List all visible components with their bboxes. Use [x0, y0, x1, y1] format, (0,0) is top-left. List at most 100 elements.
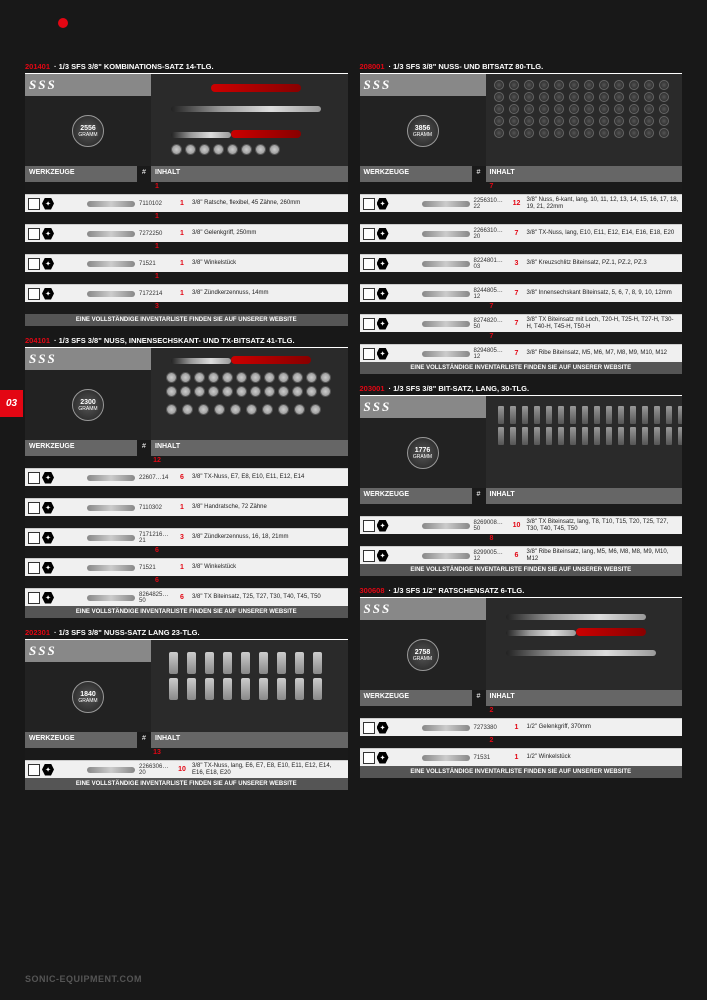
tool-silhouette — [87, 261, 135, 267]
item-row: ✦8274820…5073/8" TX Biteinsatz mit Loch,… — [360, 314, 683, 332]
tool-silhouette — [87, 767, 135, 773]
tool-icon — [28, 764, 40, 776]
inventory-note: EINE VOLLSTÄNDIGE INVENTARLISTE FINDEN S… — [25, 778, 348, 790]
item-row: ✦711010213/8" Ratsche, flexibel, 45 Zähn… — [25, 194, 348, 212]
item-article: 7110102 — [137, 195, 175, 212]
item-row: ✦2266310…2073/8" TX-Nuss, lang, E10, E11… — [360, 224, 683, 242]
header-hash: # — [472, 488, 486, 504]
tool-silhouette — [422, 351, 470, 357]
sss-badge: SSS — [360, 598, 486, 620]
item-icons: ✦ — [25, 225, 85, 242]
item-desc: 3/8" TX-Nuss, lang, E10, E11, E12, E14, … — [524, 225, 683, 242]
header-content: INHALT — [486, 488, 683, 504]
item-qty: 1 — [510, 749, 524, 766]
product-block: 203001 · 1/3 SFS 3/8" BIT-SATZ, LANG, 30… — [360, 382, 683, 576]
item-row: ✦8299005…1263/8" Ribe Biteinsatz, lang, … — [360, 546, 683, 564]
hex-icon: ✦ — [377, 288, 389, 300]
table-header: WERKZEUGE#INHALT — [360, 690, 683, 706]
item-article: 71521 — [137, 559, 175, 576]
item-article: 8274820…50 — [472, 315, 510, 332]
count-row: 6 — [25, 546, 348, 558]
sss-badge: SSS — [360, 396, 486, 418]
count-row: 1 — [25, 182, 348, 194]
product-block: 300608 · 1/3 SFS 1/2" RATSCHENSATZ 6-TLG… — [360, 584, 683, 778]
table-header: WERKZEUGE#INHALT — [360, 488, 683, 504]
hex-icon: ✦ — [377, 752, 389, 764]
tool-icon — [28, 228, 40, 240]
item-row: ✦8294805…1273/8" Ribe Biteinsatz, M5, M6… — [360, 344, 683, 362]
item-icons: ✦ — [360, 719, 420, 736]
tool-silhouette — [87, 535, 135, 541]
header-content: INHALT — [151, 166, 348, 182]
weight-unit: GRAMM — [413, 132, 432, 138]
weight-badge: 1840GRAMM — [72, 681, 104, 713]
product-title-row: 202301 · 1/3 SFS 3/8" NUSS-SATZ LANG 23-… — [25, 626, 348, 640]
item-qty: 1 — [510, 719, 524, 736]
item-icons: ✦ — [25, 589, 85, 606]
count-value: 7 — [486, 182, 498, 194]
product-photo — [151, 74, 348, 166]
header-hash: # — [137, 732, 151, 748]
header-hash: # — [472, 166, 486, 182]
header-hash: # — [137, 440, 151, 456]
count-row: 1 — [25, 212, 348, 224]
count-value — [486, 272, 498, 284]
tool-icon — [363, 722, 375, 734]
item-desc: 3/8" Zündkerzennuss, 16, 18, 21mm — [189, 529, 348, 546]
weight-unit: GRAMM — [78, 698, 97, 704]
count-value: 1 — [151, 182, 163, 194]
count-row: 3 — [25, 302, 348, 314]
item-qty: 6 — [175, 469, 189, 486]
tool-icon — [363, 258, 375, 270]
item-desc: 1/2" Gelenkgriff, 370mm — [524, 719, 683, 736]
table-header: WERKZEUGE#INHALT — [25, 732, 348, 748]
product-title: · 1/3 SFS 3/8" NUSS-SATZ LANG 23-TLG. — [54, 628, 200, 637]
weight-value: 2300 — [80, 399, 96, 406]
item-desc: 3/8" Winkelstück — [189, 559, 348, 576]
count-row: 7 — [360, 302, 683, 314]
weight-value: 2556 — [80, 125, 96, 132]
tool-icon — [363, 228, 375, 240]
tool-silhouette — [87, 565, 135, 571]
sss-badge: SSS — [25, 74, 151, 96]
header-tools: WERKZEUGE — [25, 440, 137, 456]
count-row: 1 — [25, 242, 348, 254]
count-row — [360, 272, 683, 284]
product-block: 208001 · 1/3 SFS 3/8" NUSS- UND BITSATZ … — [360, 60, 683, 374]
tool-silhouette — [87, 291, 135, 297]
tool-icon — [363, 752, 375, 764]
weight-badge: 2758GRAMM — [407, 639, 439, 671]
item-article: 8269008…50 — [472, 517, 510, 534]
count-value: 6 — [151, 546, 163, 558]
item-icons: ✦ — [25, 469, 85, 486]
tool-icon — [363, 520, 375, 532]
tool-icon — [28, 198, 40, 210]
item-qty: 7 — [510, 315, 524, 332]
count-row — [360, 212, 683, 224]
sss-badge: SSS — [25, 640, 151, 662]
item-icons: ✦ — [25, 195, 85, 212]
header-content: INHALT — [151, 732, 348, 748]
weight-value: 1840 — [80, 691, 96, 698]
hex-icon: ✦ — [377, 722, 389, 734]
count-value: 7 — [486, 332, 498, 344]
item-icons: ✦ — [25, 559, 85, 576]
item-icons: ✦ — [25, 761, 85, 778]
hex-icon: ✦ — [377, 520, 389, 532]
count-value: 2 — [486, 706, 498, 718]
header-tools: WERKZEUGE — [360, 488, 472, 504]
tool-icon — [28, 288, 40, 300]
inventory-note: EINE VOLLSTÄNDIGE INVENTARLISTE FINDEN S… — [360, 362, 683, 374]
item-icons: ✦ — [360, 517, 420, 534]
page-number-tab: 03 — [0, 390, 23, 417]
header-tools: WERKZEUGE — [360, 690, 472, 706]
item-qty: 6 — [175, 589, 189, 606]
item-article: 71521 — [137, 255, 175, 272]
tool-silhouette — [422, 725, 470, 731]
tool-silhouette — [422, 231, 470, 237]
item-desc: 3/8" Nuss, 6-kant, lang, 10, 11, 12, 13,… — [524, 195, 683, 212]
weight-unit: GRAMM — [413, 454, 432, 460]
table-header: WERKZEUGE#INHALT — [360, 166, 683, 182]
count-value — [486, 504, 498, 516]
product-code: 201401 — [25, 62, 50, 71]
